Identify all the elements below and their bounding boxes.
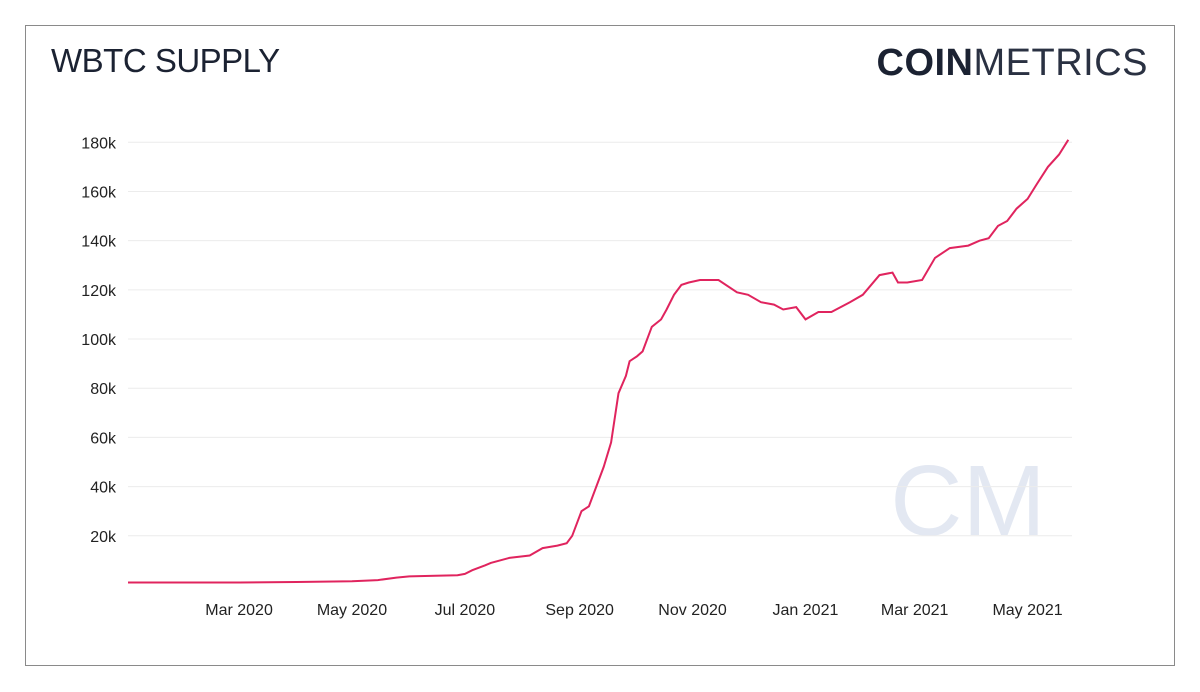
y-tick-label: 40k [90,480,117,497]
y-tick-label: 120k [81,283,117,300]
x-tick-label: May 2021 [992,602,1062,619]
gridlines [128,141,1072,537]
chart-frame [25,25,1175,666]
wbtc-supply-line [128,139,1070,584]
x-tick-label: Jan 2021 [773,602,839,619]
x-tick-label: Nov 2020 [658,602,727,619]
coinmetrics-logo: COINMETRICS [877,42,1149,85]
y-axis-ticks: 20k 40k 60k 80k 100k 120k 140k 160k 180k [81,135,117,546]
y-tick-label: 140k [81,234,117,251]
logo-bold-text: COIN [876,42,974,84]
y-tick-label: 160k [81,184,117,201]
y-tick-label: 20k [90,529,117,546]
x-tick-label: May 2020 [317,602,387,619]
y-tick-label: 80k [90,381,117,398]
x-tick-label: Sep 2020 [545,602,614,619]
x-tick-label: Jul 2020 [435,602,496,619]
watermark-logo: CM [890,445,1046,557]
x-tick-label: Mar 2021 [881,602,949,619]
logo-light-text: METRICS [973,42,1148,84]
x-axis-ticks: Mar 2020 May 2020 Jul 2020 Sep 2020 Nov 2020… [205,602,1063,619]
x-tick-label: Mar 2020 [205,602,273,619]
y-tick-label: 100k [81,332,117,349]
y-tick-label: 60k [90,430,117,447]
y-tick-label: 180k [81,135,117,152]
chart-title: WBTC SUPPLY [51,42,280,79]
